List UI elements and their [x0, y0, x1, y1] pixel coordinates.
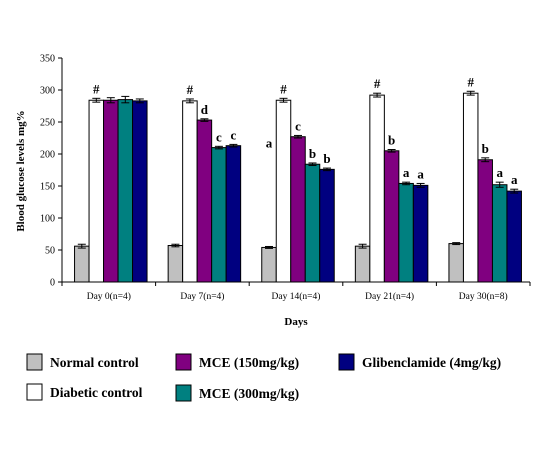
significance-label: # [187, 82, 194, 97]
bar [261, 246, 277, 283]
legend-swatch [26, 353, 43, 371]
x-tick-label: Day 30(n=8) [459, 291, 508, 302]
significance-label: # [93, 81, 100, 96]
significance-label: # [374, 76, 381, 91]
y-tick-label: 350 [40, 54, 55, 65]
bar [182, 100, 198, 283]
y-tick-label: 300 [40, 86, 55, 97]
bar [448, 243, 464, 283]
significance-label: a [417, 166, 424, 181]
bar [103, 99, 119, 283]
bar [167, 245, 184, 283]
y-axis: 0 50 100 150 200 250 300 350 [40, 54, 63, 289]
bar [477, 159, 493, 283]
legend-swatch [338, 353, 355, 371]
bar [369, 94, 385, 283]
bar [398, 182, 414, 283]
bar [462, 92, 479, 283]
bar [117, 99, 134, 283]
bar [132, 100, 148, 283]
significance-label: a [266, 136, 273, 151]
x-tick-label: Day 7(n=4) [180, 291, 224, 302]
x-tick-label: Day 14(n=4) [272, 291, 321, 302]
significance-label: c [231, 127, 237, 142]
bar [225, 145, 242, 283]
bar [506, 190, 522, 283]
legend-swatch [175, 353, 192, 371]
bar [196, 119, 213, 283]
legend-label: Normal control [50, 355, 139, 370]
significance-label: c [216, 129, 222, 144]
significance-label: d [201, 102, 209, 117]
bar [354, 245, 371, 283]
significance-label: # [467, 74, 474, 89]
significance-label: a [496, 165, 503, 180]
x-axis: Day 0(n=4) Day 7(n=4) Day 14(n=4) Day 21(n=… [61, 281, 531, 302]
legend-label: Diabetic control [50, 385, 143, 400]
y-axis-label: Blood glucose levels mg% [15, 110, 27, 231]
y-tick-label: 200 [40, 150, 55, 161]
significance-label: b [482, 141, 489, 156]
bar [491, 184, 508, 283]
bar [74, 245, 90, 283]
y-tick-label: 150 [40, 182, 55, 193]
bar [88, 99, 105, 283]
significance-label: a [403, 165, 410, 180]
bar [211, 147, 227, 283]
bar [412, 184, 429, 283]
y-tick-label: 250 [40, 118, 55, 129]
legend-label: MCE (150mg/kg) [199, 355, 299, 370]
significance-label: b [388, 133, 395, 148]
x-tick-label: Day 21(n=4) [365, 291, 414, 302]
y-tick-label: 50 [45, 246, 55, 257]
bar [383, 150, 400, 283]
legend: Normal control Diabetic control MCE (150mg… [26, 353, 501, 402]
legend-label: MCE (300mg/kg) [199, 386, 299, 401]
bar [304, 163, 321, 283]
x-axis-label: Days [284, 316, 308, 328]
bar [319, 168, 335, 283]
significance-label: b [309, 146, 316, 161]
bar [275, 99, 292, 283]
legend-swatch [175, 384, 192, 402]
x-tick-label: Day 0(n=4) [87, 291, 131, 302]
legend-label: Glibenclamide (4mg/kg) [362, 355, 501, 370]
significance-label: # [280, 81, 287, 96]
y-tick-label: 100 [40, 214, 55, 225]
significance-label: b [323, 151, 330, 166]
y-tick-label: 0 [50, 278, 55, 289]
bar [290, 136, 306, 283]
significance-label: a [511, 172, 518, 187]
legend-swatch [26, 383, 43, 401]
significance-label: c [295, 118, 301, 133]
